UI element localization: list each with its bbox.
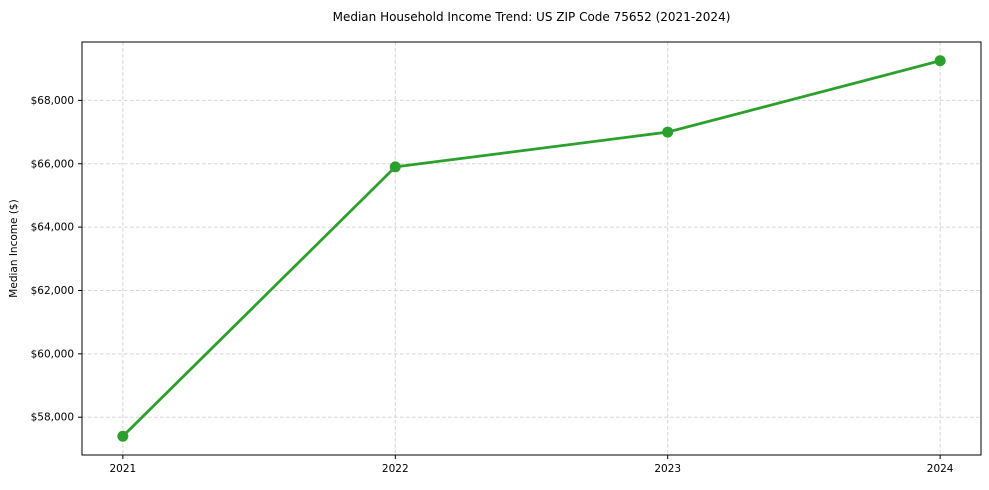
data-point-marker — [662, 126, 674, 138]
x-tick-label: 2024 — [927, 463, 954, 475]
plot-spine-box — [81, 41, 982, 456]
x-tick-label: 2023 — [654, 463, 681, 475]
axis-ticks — [78, 99, 941, 459]
y-tick-label: $62,000 — [31, 285, 74, 297]
y-tick-label: $60,000 — [31, 348, 74, 360]
y-tick-label: $64,000 — [31, 222, 74, 234]
chart-title: Median Household Income Trend: US ZIP Co… — [333, 10, 731, 24]
y-tick-label: $58,000 — [31, 412, 74, 424]
data-point-marker — [934, 55, 946, 67]
income-trend-line — [121, 59, 942, 438]
x-tick-label: 2022 — [382, 463, 409, 475]
y-axis-label: Median Income ($) — [8, 199, 20, 297]
gridlines — [82, 42, 981, 455]
data-point-marker — [389, 161, 401, 173]
axis-tick-labels: $58,000 $60,000 $62,000 $64,000 $66,000 $68,0… — [31, 95, 954, 475]
income-line-series — [117, 55, 946, 442]
data-point-marker — [117, 430, 129, 442]
x-tick-label: 2021 — [109, 463, 136, 475]
y-tick-label: $66,000 — [31, 158, 74, 170]
plot-border — [81, 41, 982, 456]
y-tick-label: $68,000 — [31, 95, 74, 107]
